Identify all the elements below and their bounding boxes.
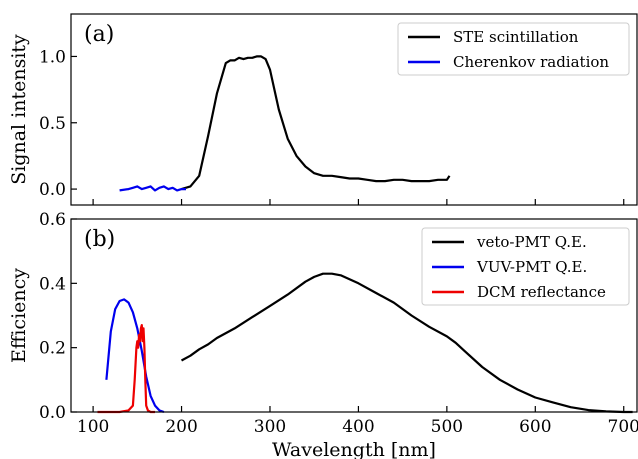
bottom-ytick-label-1: 0.2 — [39, 339, 66, 359]
bottom-ytick-label-2: 0.4 — [39, 274, 66, 294]
top-legend-label-2: Cherenkov radiation — [453, 53, 609, 71]
top-ytick-label-1: 0.5 — [39, 114, 66, 134]
top-ylabel: Signal intensity — [8, 34, 30, 185]
bottom-series-1-line — [180, 272, 633, 414]
bottom-xtick-label-300: 300 — [254, 417, 286, 437]
top-ytick-label-2: 1.0 — [39, 47, 66, 67]
bottom-xtick-label-600: 600 — [519, 417, 551, 437]
top-legend-box — [397, 22, 630, 76]
bottom-ytick-label-0: 0.0 — [39, 403, 66, 423]
bottom-xtick-label-500: 500 — [431, 417, 463, 437]
bottom-legend: veto-PMT Q.E. VUV-PMT Q.E. DCM reflectance — [421, 227, 630, 306]
bottom-xlabel: Wavelength [nm] — [272, 439, 436, 459]
bottom-series-2-line — [105, 298, 165, 414]
bottom-xtick-label-400: 400 — [342, 417, 374, 437]
bottom-legend-label-1: veto-PMT Q.E. — [476, 233, 587, 251]
bottom-legend-label-3: DCM reflectance — [477, 283, 606, 301]
bottom-legend-box — [421, 227, 630, 306]
top-series-1-line — [181, 55, 451, 191]
bottom-series-3-line — [97, 324, 155, 414]
top-series-2-line — [119, 185, 186, 192]
panel-top: 0.0 0.5 1.0 Signal intensity (a) STE scintill… — [8, 13, 638, 206]
bottom-axes-frame — [70, 218, 638, 413]
top-axes-frame — [70, 13, 638, 206]
bottom-xtick-label-700: 700 — [608, 417, 638, 437]
bottom-xtick-label-200: 200 — [165, 417, 197, 437]
panel-bottom: 100 200 300 400 500 600 700 0.0 0.2 0.4 0.6 Efficie… — [8, 210, 638, 459]
bottom-legend-label-2: VUV-PMT Q.E. — [476, 258, 587, 276]
bottom-xtick-label-100: 100 — [77, 417, 109, 437]
bottom-ytick-label-3: 0.6 — [39, 210, 66, 230]
bottom-ylabel: Efficiency — [8, 268, 30, 363]
top-ytick-label-0: 0.0 — [39, 180, 66, 200]
bottom-panel-label: (b) — [84, 227, 115, 252]
top-panel-label: (a) — [84, 22, 114, 47]
top-legend: STE scintillation Cherenkov radiation — [397, 22, 630, 76]
top-legend-label-1: STE scintillation — [453, 28, 579, 46]
